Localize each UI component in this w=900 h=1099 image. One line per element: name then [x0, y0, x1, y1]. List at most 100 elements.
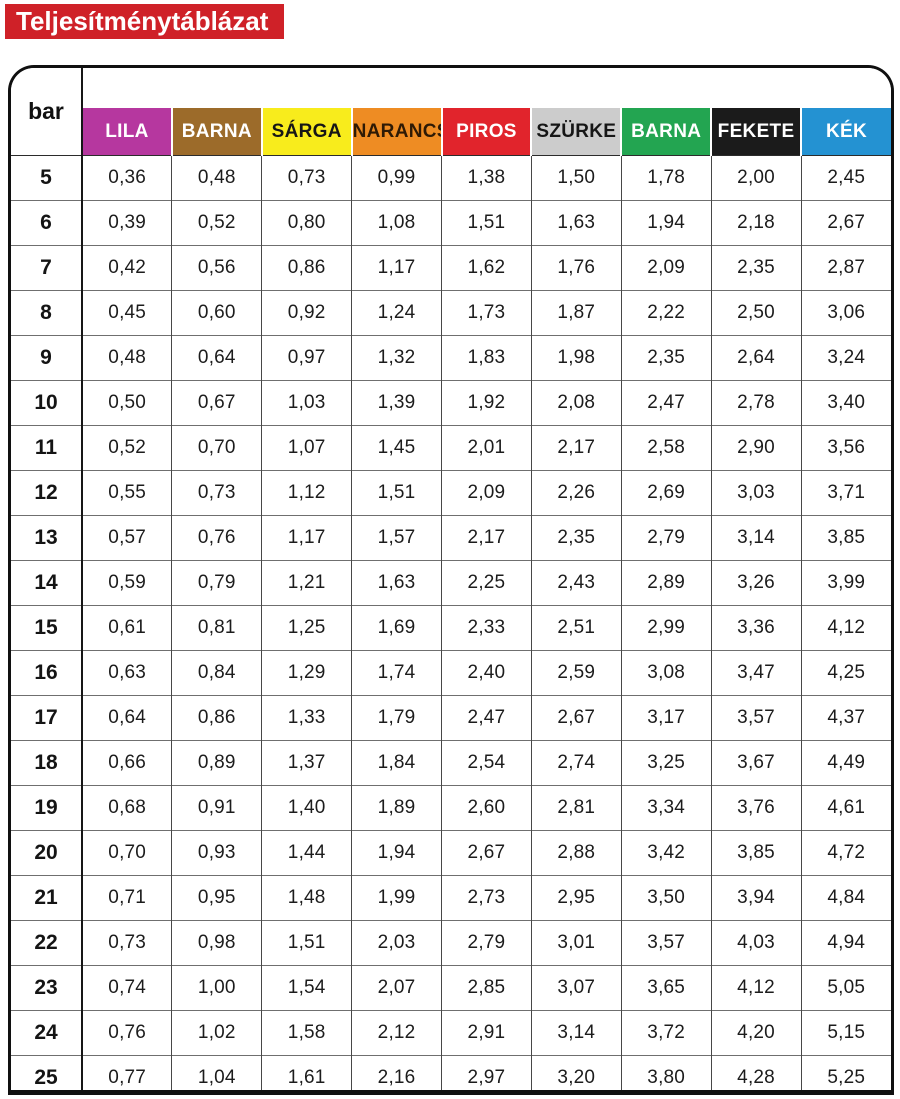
- value-cell: 1,98: [530, 335, 622, 381]
- value-cell: 4,37: [800, 695, 891, 741]
- row-header: 19: [11, 785, 83, 831]
- value-cell: 1,62: [441, 245, 532, 291]
- value-cell: 3,94: [710, 875, 801, 921]
- table-row: 17 0,64 0,86 1,33 1,79 2,47 2,67 3,17 3,57 4,37: [11, 695, 891, 741]
- value-cell: 1,63: [530, 200, 622, 246]
- value-cell: 1,32: [351, 335, 442, 381]
- value-cell: 3,20: [530, 1055, 622, 1090]
- value-cell: 2,79: [620, 515, 712, 561]
- table-row: 18 0,66 0,89 1,37 1,84 2,54 2,74 3,25 3,67 4,49: [11, 740, 891, 786]
- value-cell: 4,84: [800, 875, 891, 921]
- row-header: 9: [11, 335, 83, 381]
- value-cell: 1,50: [530, 155, 622, 201]
- value-cell: 0,86: [261, 245, 352, 291]
- value-cell: 0,45: [81, 290, 172, 336]
- value-cell: 4,28: [710, 1055, 801, 1090]
- column-header-barna-1: BARNA: [170, 108, 262, 156]
- value-cell: 0,74: [81, 965, 172, 1011]
- value-cell: 2,09: [441, 470, 532, 516]
- table-row: 13 0,57 0,76 1,17 1,57 2,17 2,35 2,79 3,14 3,85: [11, 515, 891, 561]
- value-cell: 3,14: [710, 515, 801, 561]
- column-header-szrke-5: SZÜRKE: [530, 108, 622, 156]
- value-cell: 3,08: [620, 650, 712, 696]
- value-cell: 3,80: [620, 1055, 712, 1090]
- value-cell: 3,40: [800, 380, 891, 426]
- table-row: 12 0,55 0,73 1,12 1,51 2,09 2,26 2,69 3,03 3,71: [11, 470, 891, 516]
- column-header-kk-8: KÉK: [800, 108, 891, 156]
- value-cell: 0,66: [81, 740, 172, 786]
- value-cell: 3,42: [620, 830, 712, 876]
- value-cell: 0,80: [261, 200, 352, 246]
- value-cell: 1,03: [261, 380, 352, 426]
- row-header: 25: [11, 1055, 83, 1090]
- value-cell: 2,99: [620, 605, 712, 651]
- page-title: Teljesítménytáblázat: [5, 4, 285, 39]
- value-cell: 2,43: [530, 560, 622, 606]
- value-cell: 0,70: [81, 830, 172, 876]
- value-cell: 1,29: [261, 650, 352, 696]
- value-cell: 2,64: [710, 335, 801, 381]
- table-body: 5 0,36 0,48 0,73 0,99 1,38 1,50 1,78 2,00 2,45 6 0,…: [11, 155, 891, 1090]
- table-row: 8 0,45 0,60 0,92 1,24 1,73 1,87 2,22 2,50 3,06: [11, 290, 891, 336]
- value-cell: 2,16: [351, 1055, 442, 1090]
- value-cell: 0,56: [171, 245, 262, 291]
- value-cell: 3,99: [800, 560, 891, 606]
- value-cell: 0,91: [171, 785, 262, 831]
- value-cell: 1,57: [351, 515, 442, 561]
- value-cell: 4,72: [800, 830, 891, 876]
- value-cell: 1,39: [351, 380, 442, 426]
- table-row: 10 0,50 0,67 1,03 1,39 1,92 2,08 2,47 2,78 3,40: [11, 380, 891, 426]
- value-cell: 0,89: [171, 740, 262, 786]
- row-header: 21: [11, 875, 83, 921]
- row-header: 15: [11, 605, 83, 651]
- value-cell: 2,79: [441, 920, 532, 966]
- value-cell: 2,45: [800, 155, 891, 201]
- value-cell: 0,76: [81, 1010, 172, 1056]
- value-cell: 2,60: [441, 785, 532, 831]
- value-cell: 1,94: [620, 200, 712, 246]
- value-cell: 5,25: [800, 1055, 891, 1090]
- value-cell: 2,09: [620, 245, 712, 291]
- value-cell: 3,26: [710, 560, 801, 606]
- column-header-fekete-7: FEKETE: [710, 108, 801, 156]
- value-cell: 4,25: [800, 650, 891, 696]
- value-cell: 1,17: [261, 515, 352, 561]
- row-header: 17: [11, 695, 83, 741]
- value-cell: 2,12: [351, 1010, 442, 1056]
- value-cell: 1,07: [261, 425, 352, 471]
- value-cell: 4,12: [710, 965, 801, 1011]
- value-cell: 0,61: [81, 605, 172, 651]
- row-header: 18: [11, 740, 83, 786]
- table-row: 15 0,61 0,81 1,25 1,69 2,33 2,51 2,99 3,36 4,12: [11, 605, 891, 651]
- value-cell: 2,40: [441, 650, 532, 696]
- value-cell: 1,25: [261, 605, 352, 651]
- value-cell: 2,08: [530, 380, 622, 426]
- value-cell: 3,06: [800, 290, 891, 336]
- value-cell: 3,57: [710, 695, 801, 741]
- value-cell: 0,55: [81, 470, 172, 516]
- table-row: 20 0,70 0,93 1,44 1,94 2,67 2,88 3,42 3,85 4,72: [11, 830, 891, 876]
- value-cell: 2,67: [441, 830, 532, 876]
- value-cell: 3,85: [710, 830, 801, 876]
- bar-corner-header: bar: [11, 68, 83, 156]
- row-header: 22: [11, 920, 83, 966]
- value-cell: 2,51: [530, 605, 622, 651]
- table-row: 25 0,77 1,04 1,61 2,16 2,97 3,20 3,80 4,28 5,25: [11, 1055, 891, 1090]
- value-cell: 3,72: [620, 1010, 712, 1056]
- value-cell: 0,93: [171, 830, 262, 876]
- value-cell: 2,67: [800, 200, 891, 246]
- value-cell: 2,22: [620, 290, 712, 336]
- row-header: 24: [11, 1010, 83, 1056]
- table-row: 19 0,68 0,91 1,40 1,89 2,60 2,81 3,34 3,76 4,61: [11, 785, 891, 831]
- value-cell: 4,49: [800, 740, 891, 786]
- table-row: 11 0,52 0,70 1,07 1,45 2,01 2,17 2,58 2,90 3,56: [11, 425, 891, 471]
- value-cell: 2,17: [530, 425, 622, 471]
- value-cell: 1,24: [351, 290, 442, 336]
- value-cell: 3,01: [530, 920, 622, 966]
- row-header: 20: [11, 830, 83, 876]
- value-cell: 0,70: [171, 425, 262, 471]
- value-cell: 0,63: [81, 650, 172, 696]
- value-cell: 0,52: [171, 200, 262, 246]
- value-cell: 1,04: [171, 1055, 262, 1090]
- value-cell: 2,90: [710, 425, 801, 471]
